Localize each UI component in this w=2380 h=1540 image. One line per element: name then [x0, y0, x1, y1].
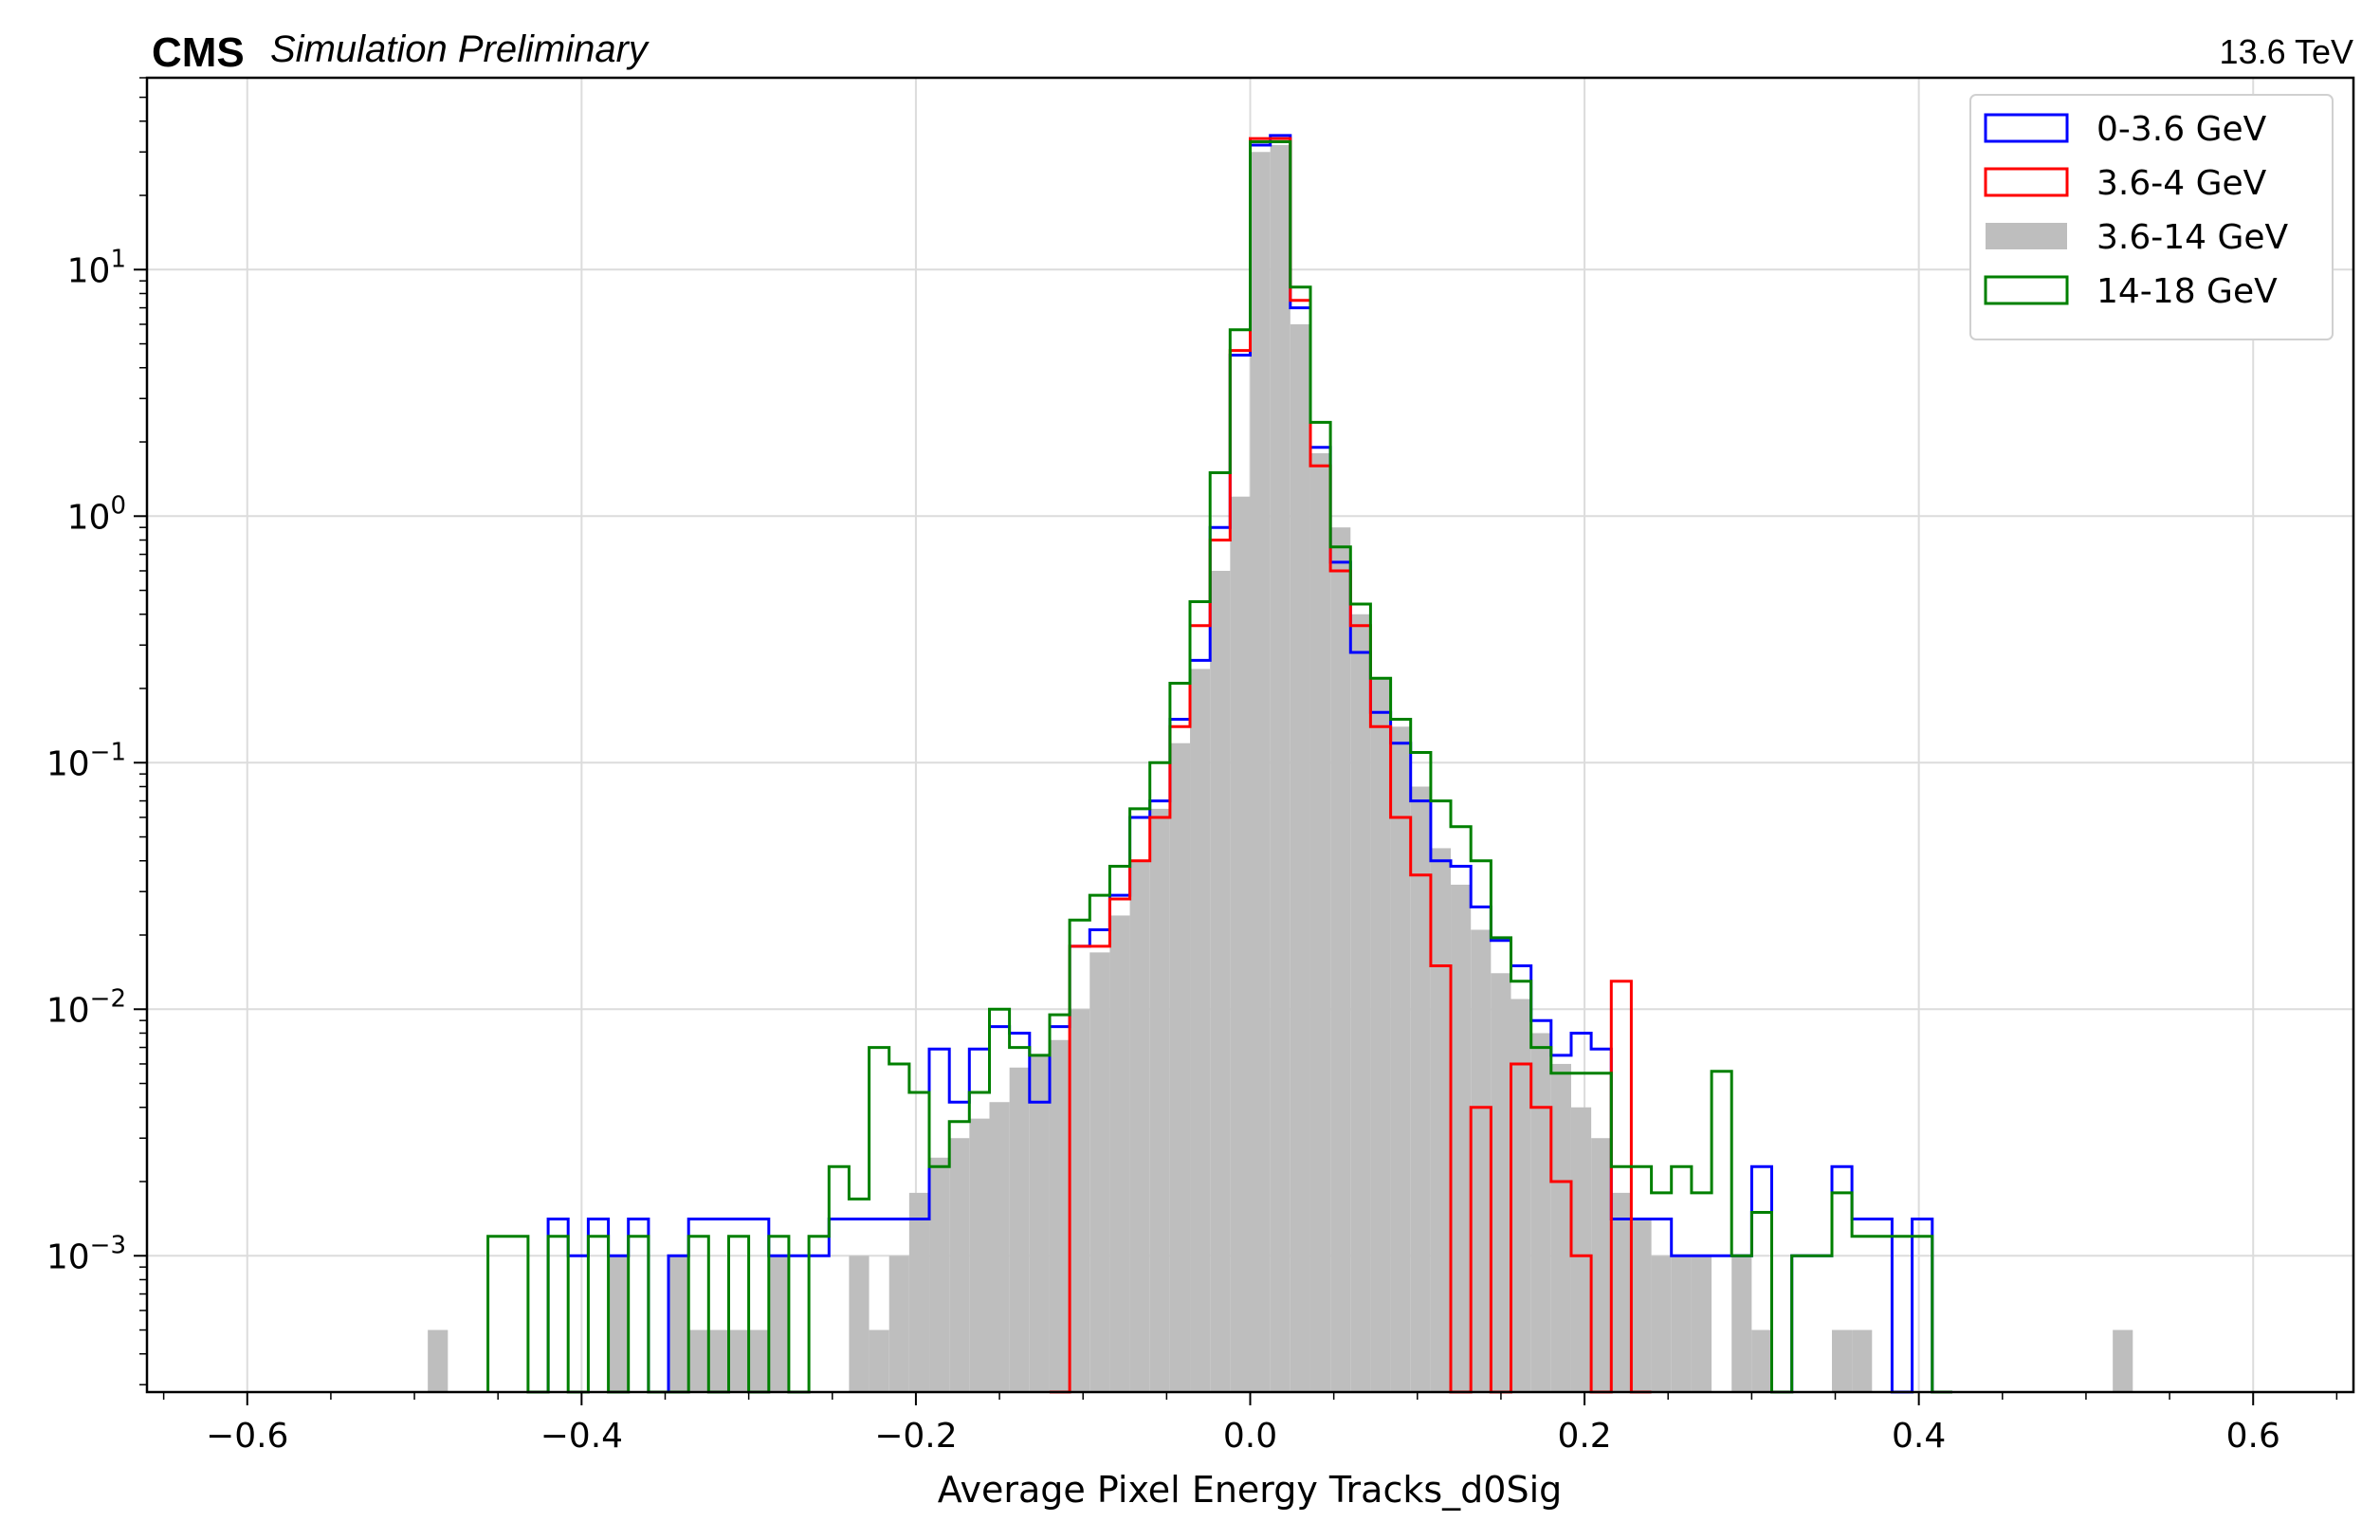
histogram-bar [1691, 1256, 1712, 1392]
histogram-bar [869, 1329, 889, 1392]
histogram-bar [949, 1138, 970, 1392]
histogram-bar [1109, 915, 1130, 1392]
histogram-bar [929, 1157, 950, 1392]
histogram-bar [1169, 742, 1191, 1392]
legend-label: 0-3.6 GeV [2096, 110, 2267, 149]
simulation-preliminary-label: Simulation Preliminary [270, 28, 650, 70]
histogram-bar [1309, 452, 1331, 1392]
histogram-bar [1611, 1192, 1632, 1392]
histogram-bar [1370, 678, 1391, 1392]
y-axis-ticks: 10−3 10−2 10−1 100 101 [46, 77, 147, 1385]
histogram-bar [1471, 929, 1492, 1392]
x-tick-label: −0.2 [874, 1417, 957, 1456]
legend-label: 3.6-14 GeV [2096, 218, 2289, 257]
cms-label: CMS [152, 29, 245, 76]
x-tick-label: 0.4 [1892, 1417, 1946, 1456]
histogram-bar [1009, 1067, 1030, 1392]
histogram-bar [1029, 1054, 1050, 1392]
histogram-bar [1530, 1033, 1551, 1392]
histogram-bar [1049, 1039, 1071, 1392]
histogram-bar [1591, 1138, 1612, 1392]
histogram-bar [1731, 1256, 1752, 1392]
histogram-bar [1410, 786, 1431, 1392]
histogram-bar [1451, 884, 1472, 1392]
histogram-bar [1751, 1329, 1772, 1392]
histogram-bar [849, 1256, 870, 1392]
histogram-bar [1330, 527, 1351, 1392]
histogram-bar [1671, 1256, 1692, 1392]
histogram-bar [708, 1329, 729, 1392]
histogram-series [428, 134, 2133, 1394]
x-tick-label: 0.6 [2226, 1417, 2280, 1456]
x-tick-label: 0.0 [1223, 1417, 1277, 1456]
step-line-3-6-4-gev [1050, 137, 1652, 1394]
legend-label: 14-18 GeV [2096, 272, 2278, 311]
x-tick-label: −0.4 [540, 1417, 623, 1456]
histogram-bar [1230, 496, 1251, 1392]
legend-label: 3.6-4 GeV [2096, 164, 2267, 203]
legend: 0-3.6 GeV 3.6-4 GeV 3.6-14 GeV 14-18 GeV [1969, 94, 2334, 340]
histogram-bar [1270, 144, 1291, 1393]
histogram-bar [908, 1192, 930, 1392]
histogram-bar [1350, 614, 1371, 1392]
histogram-bar [1190, 669, 1211, 1392]
histogram-bar [1631, 1219, 1652, 1392]
histogram-bar [1250, 152, 1271, 1392]
histogram-bar [888, 1256, 909, 1392]
histogram-bar [668, 1256, 689, 1392]
histogram-bar [1852, 1329, 1873, 1392]
y-tick-label: 10−2 [46, 984, 126, 1030]
legend-swatch [1984, 113, 2069, 143]
histogram-bar [1070, 1009, 1090, 1392]
histogram-bar [1210, 570, 1231, 1392]
energy-label: 13.6 TeV [2220, 32, 2353, 71]
y-tick-label: 10−1 [46, 738, 126, 783]
histogram-bar [1390, 726, 1411, 1392]
histogram-bar [1651, 1256, 1672, 1392]
histogram-bar [1129, 860, 1150, 1392]
histogram-bar [1831, 1329, 1853, 1392]
y-tick-label: 100 [67, 491, 126, 537]
histogram-bar [688, 1329, 709, 1392]
histogram-bar [1550, 1063, 1571, 1392]
histogram-bar [608, 1256, 629, 1392]
legend-swatch [1986, 223, 2067, 249]
x-axis-ticks: −0.6 −0.4 −0.2 0.0 0.2 0.4 0.6 [162, 1392, 2338, 1456]
histogram-bar [969, 1118, 990, 1392]
histogram-bar [989, 1102, 1010, 1392]
histogram-bar [1089, 952, 1110, 1392]
histogram-bar [1510, 999, 1531, 1392]
histogram-bar [1491, 973, 1511, 1392]
histogram-bar [1430, 848, 1452, 1392]
y-tick-label: 101 [67, 245, 126, 290]
y-tick-label: 10−3 [46, 1231, 126, 1276]
legend-swatch [1984, 275, 2069, 305]
x-tick-label: 0.2 [1557, 1417, 1611, 1456]
histogram-bar [1570, 1107, 1592, 1392]
histogram-bar [1149, 808, 1170, 1392]
histogram-bar [2113, 1329, 2133, 1392]
histogram-bar [768, 1256, 789, 1392]
histogram-bar [728, 1329, 749, 1392]
x-tick-label: −0.6 [206, 1417, 288, 1456]
step-line-14-18-gev [486, 140, 1952, 1394]
legend-swatch [1984, 167, 2069, 197]
histogram-bar [1290, 323, 1310, 1393]
histogram-bar [748, 1329, 769, 1392]
x-axis-label: Average Pixel Energy Tracks_d0Sig [938, 1469, 1563, 1511]
histogram-bar [428, 1329, 449, 1392]
